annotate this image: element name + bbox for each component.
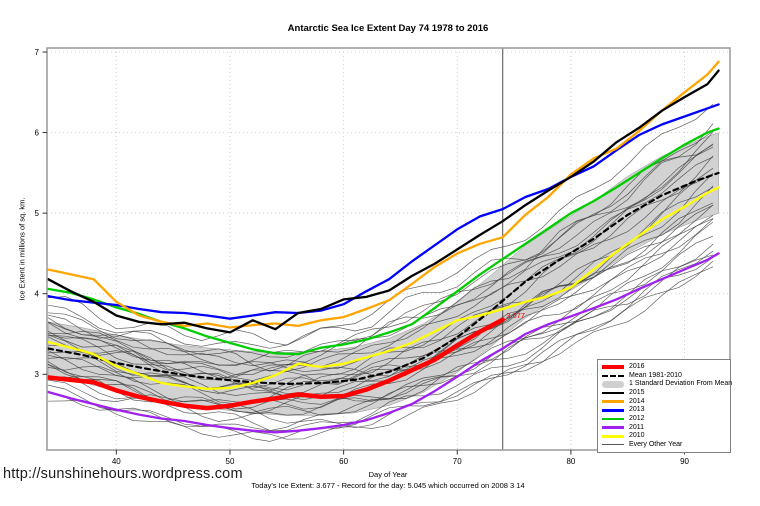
year-line-20 (48, 186, 714, 391)
current-value-annotation: 3.677 (506, 310, 525, 320)
legend-item-2010: 2010 (602, 432, 726, 440)
legend-item-2013: 2013 (602, 406, 726, 414)
series-2013 (47, 103, 720, 320)
legend-label-2010: 2010 (629, 432, 645, 440)
year-line-27 (48, 266, 714, 440)
watermark-url: http://sunshinehours.wordpress.com (3, 466, 243, 482)
std-dev-band (47, 132, 719, 416)
year-line-0 (48, 146, 714, 379)
legend-item-every-other-year: Every Other Year (602, 441, 726, 449)
legend-label-mean-1981-2010: Mean 1981-2010 (629, 371, 682, 379)
legend-item-2014: 2014 (602, 398, 726, 406)
y-tick-label-3: 3 (35, 370, 40, 379)
year-line-12 (47, 143, 714, 376)
x-tick-label-80: 80 (566, 457, 575, 466)
legend-swatch-2010 (602, 435, 624, 438)
legend-swatch-2011 (602, 426, 624, 429)
legend-item-2012: 2012 (602, 415, 726, 423)
x-tick-label-60: 60 (339, 457, 348, 466)
legend-label-2015: 2015 (629, 388, 645, 396)
legend-item-2015: 2015 (602, 389, 726, 397)
legend-swatch-mean-1981-2010 (602, 374, 624, 377)
x-tick-label-70: 70 (453, 457, 462, 466)
series-2014 (47, 60, 720, 329)
x-tick-label-50: 50 (226, 457, 235, 466)
chart-title: Antarctic Sea Ice Extent Day 74 1978 to … (287, 23, 489, 34)
legend-label-2012: 2012 (629, 414, 645, 422)
legend-swatch-2013 (602, 409, 624, 412)
legend-swatch-every-other-year (602, 444, 624, 446)
legend-label-2013: 2013 (629, 406, 645, 414)
x-tick-label-40: 40 (112, 457, 121, 466)
year-line-16 (48, 123, 714, 372)
legend-label-1-standard-deviation-from-mean: 1 Standard Deviation From Mean (629, 380, 733, 388)
plot-border (46, 47, 731, 451)
legend-swatch-2014 (602, 400, 624, 403)
series-2016 (47, 317, 505, 411)
legend: 2016 Mean 1981-2010 1 Standard Deviation F… (597, 359, 732, 453)
legend-item-2011: 2011 (602, 424, 726, 432)
legend-label-2011: 2011 (629, 423, 645, 431)
year-line-25 (48, 204, 714, 401)
series-2011 (47, 252, 720, 434)
year-line-10 (48, 260, 714, 442)
y-tick-label-6: 6 (35, 128, 40, 137)
year-line-15 (48, 250, 714, 429)
data-layer (47, 48, 720, 450)
footer-stats: Today's Ice Extent: 3.677 - Record for t… (251, 481, 525, 490)
legend-swatch-2016 (602, 365, 624, 369)
year-line-1 (48, 202, 714, 395)
y-tick-label-5: 5 (35, 209, 40, 218)
legend-label-every-other-year: Every Other Year (629, 440, 683, 448)
year-line-13 (48, 235, 714, 410)
x-axis-title: Day of Year (368, 470, 408, 479)
series-2015 (47, 69, 720, 334)
year-line-5 (47, 172, 714, 385)
year-line-21 (48, 257, 714, 431)
legend-item-2016: 2016 (602, 363, 726, 371)
series-2010 (47, 186, 720, 390)
y-tick-label-7: 7 (35, 48, 40, 57)
legend-label-2016: 2016 (629, 363, 645, 370)
x-tick-label-90: 90 (680, 457, 689, 466)
year-line-9 (48, 103, 714, 349)
series-mean-1981-2010 (47, 171, 720, 385)
y-tick-label-4: 4 (35, 290, 40, 299)
year-line-19 (48, 167, 714, 377)
legend-label-2014: 2014 (629, 397, 645, 405)
legend-swatch-2012 (602, 417, 624, 421)
legend-swatch-1-standard-deviation-from-mean (602, 380, 624, 388)
legend-item-mean-1981-2010: Mean 1981-2010 (602, 372, 726, 380)
legend-swatch-2015 (602, 391, 624, 395)
legend-item-1-standard-deviation-from-mean: 1 Standard Deviation From Mean (602, 380, 732, 388)
